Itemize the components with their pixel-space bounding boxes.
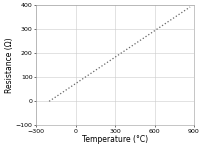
Y-axis label: Resistance (Ω): Resistance (Ω) [5, 37, 14, 93]
X-axis label: Temperature (°C): Temperature (°C) [82, 135, 148, 144]
